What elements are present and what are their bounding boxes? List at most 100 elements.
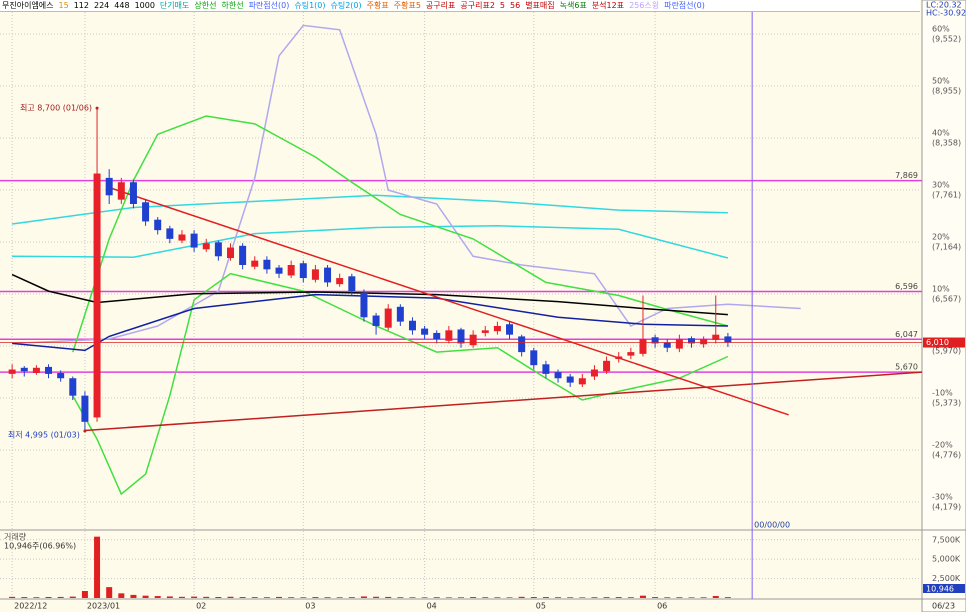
x-tick-label: 2022/12 [14, 602, 47, 611]
volume-bar [482, 597, 489, 598]
volume-bar [69, 596, 76, 598]
volume-bar [300, 597, 307, 598]
candle-body [166, 228, 174, 239]
volume-bar [409, 597, 416, 598]
candle-body [590, 369, 598, 377]
volume-bar [21, 597, 28, 598]
corner-label: LC:20.32 [926, 1, 962, 10]
candle-body [81, 395, 89, 422]
volume-subtitle: 10,946주(06.96%) [4, 542, 76, 551]
axis-area [921, 0, 966, 612]
volume-bar [191, 596, 198, 598]
volume-bar [385, 596, 392, 598]
candle-body [445, 330, 453, 341]
volume-bar [178, 596, 185, 598]
legend-item: 1000 [134, 1, 155, 10]
annotation: 최고 8,700 (01/06) [20, 103, 92, 113]
volume-bar [94, 536, 101, 598]
candle-body [639, 339, 647, 354]
y-tick-label: 7,500K [932, 535, 961, 544]
legend-item: 224 [94, 1, 110, 10]
volume-bar [542, 597, 549, 598]
candle-body [32, 367, 40, 374]
volume-bar [567, 597, 574, 598]
candle-body [263, 259, 271, 270]
y-tick-label: (8,955) [932, 86, 961, 95]
volume-bar [445, 597, 452, 598]
volume-bar [154, 596, 161, 598]
volume-bar [118, 593, 125, 598]
volume-bar [288, 597, 295, 598]
candle-body [627, 352, 635, 356]
volume-bar [215, 596, 222, 598]
indicator-bar: 무진아이엠에스 15 112 224 448 1000 단기매도 상한선 하한선 파란점선(0)… [0, 0, 920, 12]
candle-body [688, 338, 695, 344]
candle-body [372, 315, 380, 326]
legend-item: 주황표5 [393, 1, 421, 10]
volume-bar [555, 597, 562, 598]
indicator-line [12, 293, 728, 352]
y-tick-percent: 40% [932, 128, 950, 137]
volume-bar [603, 597, 610, 598]
volume-bar [9, 596, 16, 598]
candle-body [360, 292, 368, 318]
volume-bar [106, 587, 113, 598]
legend-item: 상한선 [194, 1, 217, 10]
current-price-label: 6,010 [926, 338, 949, 347]
candle-body [20, 367, 28, 372]
candle-body [469, 334, 477, 346]
candle-body [651, 337, 659, 344]
volume-bar [276, 596, 283, 598]
volume-bar [664, 597, 671, 598]
legend-item: 256스윙 [629, 1, 660, 10]
candle-body [117, 182, 125, 200]
legend-item: 파란점선(0) [664, 1, 705, 10]
volume-bar [130, 594, 137, 598]
volume-bar [57, 596, 64, 598]
candle-body [190, 233, 198, 248]
indicator-line [84, 371, 923, 432]
volume-bar [676, 597, 683, 598]
y-tick-label: (9,552) [932, 34, 961, 43]
candle-body [93, 173, 101, 418]
volume-bar [81, 591, 88, 598]
candle-body [518, 336, 526, 353]
corner-label: HC:-30.92 [926, 9, 966, 18]
y-tick-label: (5,373) [932, 399, 961, 408]
volume-current-box [923, 584, 965, 593]
legend-item: 분석12표 [591, 1, 625, 10]
volume-bar [506, 597, 513, 598]
x-tick-label: 2023/01 [87, 602, 120, 611]
candle-body [675, 339, 683, 349]
y-tick-label: (4,776) [932, 451, 961, 460]
indicator-line [11, 273, 728, 316]
y-tick-percent: -10% [932, 389, 953, 398]
volume-bar [712, 595, 719, 598]
candle-body [299, 263, 307, 279]
candle-body [433, 332, 441, 340]
volume-bar [421, 597, 428, 598]
y-tick-percent: 50% [932, 76, 950, 85]
legend-item: 15 [58, 1, 69, 10]
volume-bar [688, 597, 695, 598]
candle-body [129, 182, 137, 205]
candle-body [336, 278, 344, 285]
candle-body [712, 334, 720, 340]
volume-bar [312, 597, 319, 598]
volume-bar [397, 597, 404, 598]
y-tick-label: (7,164) [932, 242, 961, 251]
volume-bar [336, 597, 343, 598]
candle-body [154, 219, 162, 231]
candle-body [202, 243, 210, 250]
candle-body [275, 267, 283, 274]
indicator-line [108, 186, 789, 416]
volume-bar [227, 596, 234, 598]
level-label: 6,047 [895, 330, 918, 339]
legend-item: 448 [114, 1, 130, 10]
candle-body [530, 350, 538, 366]
y-tick-label: (4,179) [932, 503, 961, 512]
volume-bar [639, 595, 646, 598]
legend-item: 슈팅1(0) [294, 1, 326, 10]
candle-body [603, 360, 611, 372]
